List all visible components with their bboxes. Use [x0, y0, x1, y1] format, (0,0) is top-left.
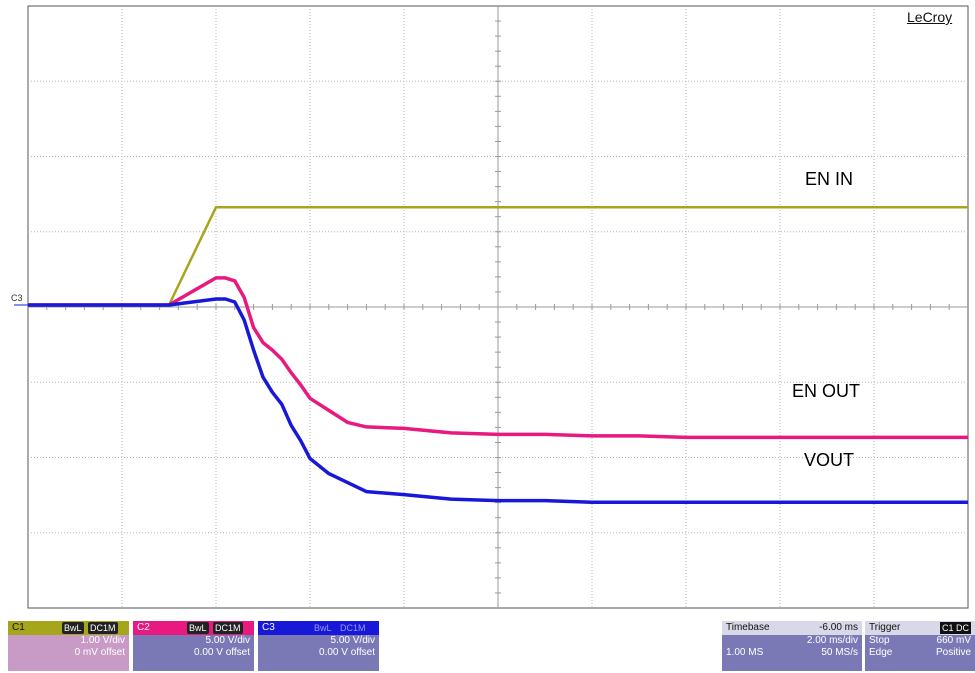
channel-panel-c1[interactable]: C1 BwL DC1M 1.00 V/div 0 mV offset [8, 621, 129, 671]
timebase-samples: 1.00 MS [726, 647, 764, 658]
channel-id: C2 [137, 622, 150, 633]
timebase-rate: 50 MS/s [821, 647, 858, 658]
channel-offset: 0 mV offset [74, 647, 125, 658]
channel-scale: 5.00 V/div [205, 635, 250, 646]
channel-offset: 0.00 V offset [319, 647, 375, 658]
trace-label: EN IN [805, 169, 853, 189]
trigger-level: 660 mV [936, 635, 971, 646]
bwl-badge: BwL [312, 622, 334, 634]
trigger-mode: Stop [869, 635, 890, 646]
coupling-badge: DC1M [88, 622, 118, 634]
trace-labels: EN IN EN OUT VOUT [792, 169, 860, 470]
coupling-badge: DC1M [213, 622, 243, 634]
trace-vout [28, 297, 968, 504]
trigger-panel[interactable]: Trigger C1 DC Stop 660 mV Edge Positive [865, 621, 975, 671]
traces [28, 205, 968, 504]
channel-id: C1 [12, 622, 25, 633]
trigger-channel: C1 DC [939, 622, 971, 634]
graticule [28, 6, 968, 608]
bwl-badge: BwL [187, 622, 209, 634]
timebase-title: Timebase [726, 622, 770, 633]
channel-scale: 5.00 V/div [330, 635, 375, 646]
trace-label: VOUT [804, 450, 854, 470]
trace-en-in [28, 205, 968, 307]
trace-label: EN OUT [792, 381, 860, 401]
channel-scale: 1.00 V/div [80, 635, 125, 646]
timebase-panel[interactable]: Timebase -6.00 ms 2.00 ms/div 1.00 MS 50… [722, 621, 862, 671]
ground-marker-label: C3 [11, 293, 23, 303]
channel-id: C3 [262, 622, 275, 633]
oscilloscope-display: EN IN EN OUT VOUT C3 LeCroy [11, 5, 969, 619]
waveform-plot: EN IN EN OUT VOUT C3 [11, 5, 969, 619]
lecroy-logo: LeCroy [907, 9, 953, 25]
channel-panel-c3[interactable]: C3 BwL DC1M 5.00 V/div 0.00 V offset [258, 621, 379, 671]
ground-marker: C3 [11, 293, 28, 306]
timebase-scale: 2.00 ms/div [806, 635, 858, 646]
channel-offset: 0.00 V offset [194, 647, 250, 658]
trigger-title: Trigger [869, 622, 901, 633]
trigger-slope: Positive [935, 647, 971, 658]
coupling-badge: DC1M [338, 622, 368, 634]
bwl-badge: BwL [62, 622, 84, 634]
timebase-delay: -6.00 ms [819, 622, 858, 633]
trace-en-out [28, 276, 968, 440]
channel-panel-c2[interactable]: C2 BwL DC1M 5.00 V/div 0.00 V offset [133, 621, 254, 671]
trigger-type: Edge [869, 647, 893, 658]
